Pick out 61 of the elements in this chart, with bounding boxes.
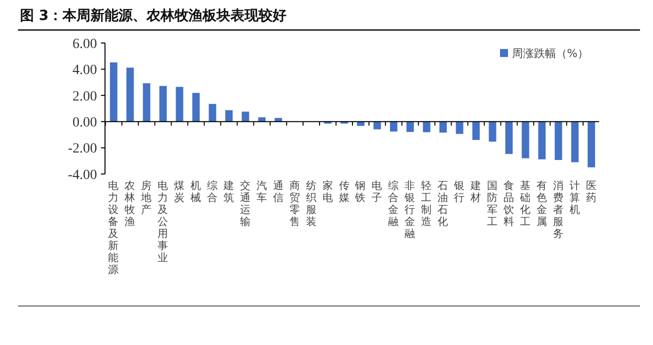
x-tick-label: 基础化工 [518,179,531,228]
x-tick-label: 房地产 [140,179,152,216]
bar [176,86,184,122]
bar [390,122,398,132]
y-tick-label: 2.00 [72,89,97,104]
y-tick-label: -2.00 [68,142,97,157]
bar [456,122,464,134]
x-tick-label: 商贸零售 [289,179,300,228]
bar [488,122,496,142]
legend-label: 周涨跌幅（%） [512,46,588,60]
x-tick-label: 电力设备及新能源 [108,179,120,276]
y-tick-label: 4.00 [72,63,97,78]
x-tick-label: 综合金融 [388,179,400,228]
x-tick-label: 银行 [453,180,466,204]
x-tick-label: 机械 [190,180,202,204]
x-tick-label: 石油石化 [438,180,449,228]
x-tick-label: 医药 [586,180,597,204]
x-tick-label: 钢铁 [354,180,366,204]
bar [588,122,596,168]
x-tick-label: 家电 [322,179,334,204]
chart-title: 图 3：本周新能源、农林牧渔板块表现较好 [20,7,287,24]
x-tick-label: 电力及公用事业 [158,179,169,264]
bar [406,122,414,132]
bar [554,122,562,160]
bar [110,62,118,122]
x-tick-label: 国防军工 [487,180,498,228]
bar [472,122,480,140]
x-tick-label: 通信 [272,179,284,204]
bar [422,122,430,132]
y-tick-label: 0.00 [72,116,97,130]
x-tick-label: 有色金属 [536,180,548,228]
bar [142,83,150,122]
bar [159,86,167,122]
y-tick-label: -4.00 [68,168,97,183]
bar [208,104,216,122]
x-tick-label: 综合 [206,179,218,204]
bar [126,68,134,122]
x-tick-label: 农林牧渔 [124,180,136,228]
x-tick-label: 食品饮料 [502,180,514,228]
bar [242,112,250,122]
x-tick-label: 煤炭 [174,180,186,204]
x-tick-label: 轻工制造 [421,180,432,228]
bar [571,122,579,162]
bar [374,122,381,130]
x-tick-label: 汽车 [256,180,268,204]
x-tick-label: 传媒 [338,180,350,204]
x-tick-label: 非银行金融 [404,179,416,240]
x-tick-label: 电子 [372,179,383,204]
x-tick-label: 建材 [470,179,482,204]
bar [522,122,530,158]
x-tick-label: 建筑 [222,179,234,204]
x-tick-label: 计算机 [569,179,580,216]
bar [192,92,200,122]
x-tick-label: 交通运输 [240,179,251,228]
y-tick-label: 6.00 [72,36,97,52]
bar [225,110,233,122]
bar [439,122,447,133]
x-tick-label: 纺织服装 [306,179,317,228]
bar [505,122,513,154]
bar [538,122,546,160]
x-tick-label: 消费者服务 [552,179,564,240]
